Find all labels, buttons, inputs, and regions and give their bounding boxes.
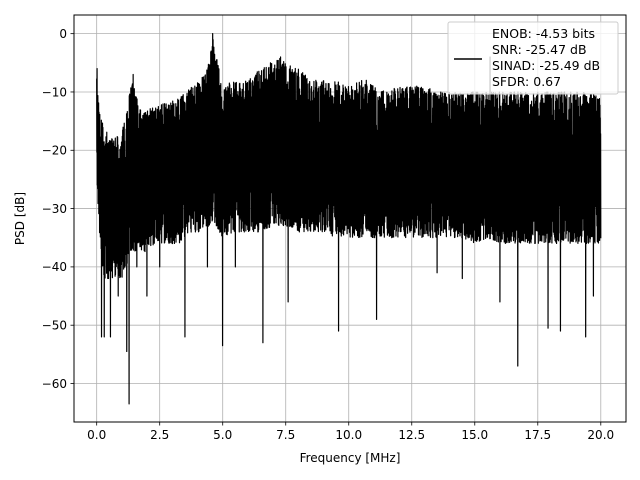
y-axis-label: PSD [dB] — [13, 192, 27, 245]
x-axis-label: Frequency [MHz] — [300, 451, 401, 465]
y-tick-label: −60 — [42, 377, 67, 391]
ticks: 0.0 2.5 5.0 7.5 10.0 12.5 15.0 17.5 20.0 0 −10 −20 −… — [42, 27, 614, 442]
x-tick-label: 5.0 — [213, 428, 232, 442]
legend-box — [447, 21, 619, 95]
x-tick-label: 2.5 — [150, 428, 169, 442]
x-tick-label: 10.0 — [335, 428, 362, 442]
y-tick-label: −10 — [42, 85, 67, 99]
x-tick-label: 7.5 — [276, 428, 295, 442]
plot-frame — [73, 14, 627, 423]
x-tick-label: 12.5 — [398, 428, 425, 442]
x-tick-label: 0.0 — [87, 428, 106, 442]
x-tick-label: 17.5 — [524, 428, 551, 442]
legend-entry-enob: ENOB: -4.53 bits — [492, 26, 595, 41]
legend-entry-sinad: SINAD: -25.49 dB — [492, 58, 600, 73]
y-tick-label: −20 — [42, 144, 67, 158]
legend-entry-sfdr: SFDR: 0.67 — [492, 74, 561, 89]
y-tick-label: −40 — [42, 260, 67, 274]
legend-entry-snr: SNR: -25.47 dB — [492, 42, 587, 57]
y-tick-label: −30 — [42, 202, 67, 216]
x-tick-label: 15.0 — [461, 428, 488, 442]
x-tick-label: 20.0 — [587, 428, 614, 442]
data-layer — [96, 33, 602, 405]
legend: ENOB: -4.53 bits SNR: -25.47 dB SINAD: -… — [447, 21, 619, 95]
y-tick-label: 0 — [59, 27, 67, 41]
psd-series-line — [96, 33, 602, 405]
y-tick-label: −50 — [42, 319, 67, 333]
